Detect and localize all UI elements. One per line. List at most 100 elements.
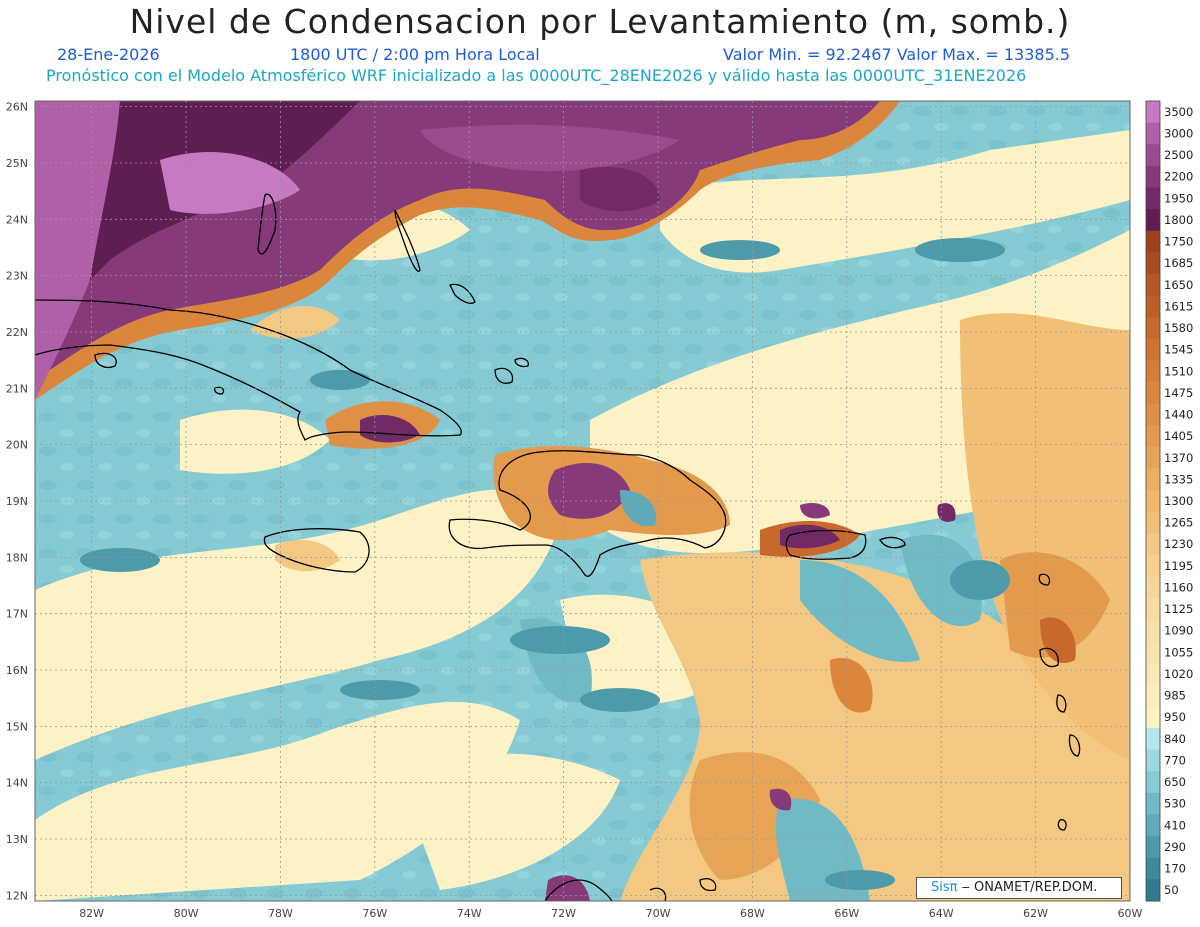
lon-tick-label: 82W xyxy=(79,907,104,920)
lon-tick-label: 66W xyxy=(834,907,859,920)
lon-tick-label: 70W xyxy=(646,907,671,920)
longitude-axis: 82W 80W 78W 76W 74W 72W 70W 68W 66W 64W 62W 60W xyxy=(79,907,1142,920)
bahamas-andros xyxy=(257,193,277,255)
colorbar-swatch xyxy=(1146,857,1160,880)
colorbar-swatch xyxy=(1146,382,1160,405)
colorbar-swatch xyxy=(1146,360,1160,383)
colorbar-label: 1335 xyxy=(1164,472,1193,486)
colorbar-label: 1160 xyxy=(1164,580,1193,594)
colorbar-label: 170 xyxy=(1164,862,1186,876)
colorbar-label: 2500 xyxy=(1164,148,1193,162)
colorbar-swatch xyxy=(1146,533,1160,556)
credit-org: ‒ ONAMET/REP.DOM. xyxy=(957,880,1098,895)
colorbar-swatch xyxy=(1146,338,1160,361)
colorbar-swatch xyxy=(1146,187,1160,210)
cuba-coastline xyxy=(34,299,462,442)
colorbar-label: 1545 xyxy=(1164,343,1193,357)
lon-tick-label: 62W xyxy=(1023,907,1048,920)
colorbar-swatch xyxy=(1146,295,1160,318)
colorbar-swatch xyxy=(1146,511,1160,534)
colorbar-label: 1475 xyxy=(1164,386,1193,400)
colorbar-label: 290 xyxy=(1164,840,1186,854)
colorbar-swatch xyxy=(1146,425,1160,448)
sistpi-logo: Sisπ xyxy=(931,880,958,895)
colorbar-label: 1055 xyxy=(1164,645,1193,659)
forecast-time: 1800 UTC / 2:00 pm Hora Local xyxy=(290,45,540,64)
page-title: Nivel de Condensacion por Levantamiento … xyxy=(129,2,1071,41)
colorbar-swatch xyxy=(1146,468,1160,491)
bahamas-inagua xyxy=(494,367,514,384)
colorbar-swatch xyxy=(1146,122,1160,145)
colorbar-frame xyxy=(1145,100,1161,902)
colorbar: 3500 3000 2500 2200 1950 1800 1750 1685 1650 1615… xyxy=(1145,100,1193,902)
island-hotspots xyxy=(275,401,956,901)
lat-tick-label: 17N xyxy=(6,608,28,621)
colorbar-label: 1020 xyxy=(1164,667,1193,681)
colorbar-swatch xyxy=(1146,619,1160,643)
colorbar-swatch xyxy=(1146,663,1160,686)
colorbar-label: 2200 xyxy=(1164,170,1193,184)
isla-juventud-coastline xyxy=(94,352,117,369)
forecast-date: 28-Ene-2026 xyxy=(57,45,160,64)
dark-teal-pockets xyxy=(80,238,1010,890)
lon-tick-label: 72W xyxy=(551,907,576,920)
value-stats: Valor Min. = 92.2467 Valor Max. = 13385.… xyxy=(723,45,1071,64)
lcl-field xyxy=(35,101,1130,901)
colorbar-swatch xyxy=(1146,598,1160,621)
lon-tick-label: 76W xyxy=(362,907,387,920)
lat-tick-label: 16N xyxy=(6,664,28,677)
colorbar-swatch xyxy=(1146,273,1160,297)
colorbar-swatch xyxy=(1146,641,1160,664)
northern-mass xyxy=(35,101,900,400)
colorbar-label: 1685 xyxy=(1164,256,1193,270)
lat-tick-label: 18N xyxy=(6,551,28,564)
colorbar-label: 1615 xyxy=(1164,299,1193,313)
colorbar-label: 840 xyxy=(1164,732,1186,746)
lat-tick-label: 24N xyxy=(6,213,28,226)
lesser-antilles-1 xyxy=(1038,573,1051,586)
colorbar-swatch xyxy=(1146,771,1160,794)
lat-tick-label: 22N xyxy=(6,326,28,339)
colorbar-label: 410 xyxy=(1164,818,1186,832)
lon-tick-label: 60W xyxy=(1118,907,1143,920)
colorbar-swatch xyxy=(1146,576,1160,599)
colorbar-label: 1125 xyxy=(1164,602,1193,616)
colorbar-swatch xyxy=(1146,209,1160,232)
south-america-coastline xyxy=(544,879,613,902)
gridlines xyxy=(35,101,1131,901)
colorbar-swatch xyxy=(1146,792,1160,816)
colorbar-label: 1650 xyxy=(1164,278,1193,292)
colorbar-label: 950 xyxy=(1164,710,1186,724)
colorbar-swatch xyxy=(1146,728,1160,751)
colorbar-label: 1440 xyxy=(1164,408,1193,422)
colorbar-swatch xyxy=(1146,684,1160,707)
coastlines xyxy=(34,193,1081,902)
jamaica-coastline xyxy=(263,528,370,573)
plot-frame xyxy=(34,100,1131,902)
puerto-rico-coastline xyxy=(785,529,867,560)
colorbar-label: 50 xyxy=(1164,883,1179,897)
lat-tick-label: 14N xyxy=(6,777,28,790)
colorbar-swatch xyxy=(1146,101,1160,124)
lon-tick-label: 78W xyxy=(268,907,293,920)
colorbar-label: 3000 xyxy=(1164,126,1193,140)
colorbar-swatch xyxy=(1146,403,1160,426)
bahamas-exumas xyxy=(449,283,476,304)
virgin-islands xyxy=(879,536,906,549)
colorbar-swatch xyxy=(1146,706,1160,729)
colorbar-label: 1300 xyxy=(1164,494,1193,508)
lesser-antilles-stlucia xyxy=(1068,734,1081,757)
lat-tick-label: 15N xyxy=(6,720,28,733)
colorbar-label: 1405 xyxy=(1164,429,1193,443)
lon-tick-label: 68W xyxy=(740,907,765,920)
colorbar-swatch xyxy=(1146,446,1160,470)
model-info: Pronóstico con el Modelo Atmosférico WRF… xyxy=(46,66,1027,85)
cayman-islands xyxy=(214,386,225,395)
aruba-curacao xyxy=(649,887,667,902)
lon-tick-label: 74W xyxy=(457,907,482,920)
colorbar-label: 1230 xyxy=(1164,537,1193,551)
lat-tick-label: 25N xyxy=(6,157,28,170)
colorbar-swatch xyxy=(1146,836,1160,859)
lesser-antilles-martinique xyxy=(1056,694,1067,713)
colorbar-label: 770 xyxy=(1164,753,1186,767)
